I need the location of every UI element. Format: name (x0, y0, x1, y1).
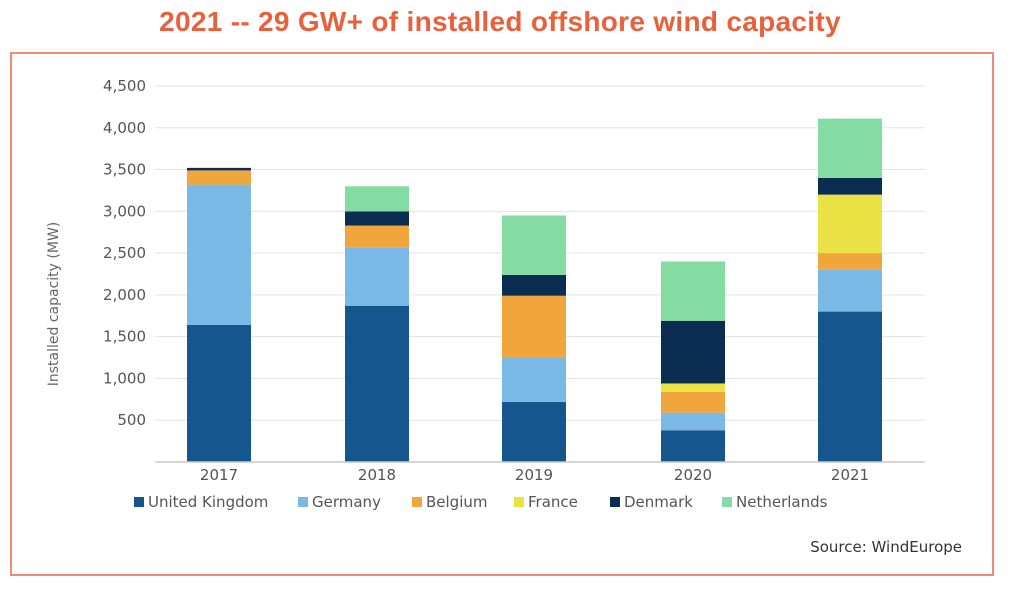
y-tick-label: 1,000 (103, 369, 146, 387)
legend-label: Germany (312, 493, 381, 511)
legend: United Kingdom Germany Belgium France Denmar… (134, 493, 828, 511)
legend-label: France (528, 493, 578, 511)
y-tick-label: 2,500 (103, 244, 146, 262)
bar-segment (818, 311, 882, 462)
legend-swatch (412, 497, 422, 507)
x-tick-label: 2019 (515, 466, 553, 484)
y-axis-label: Installed capacity (MW) (46, 222, 62, 387)
bar-segment (818, 177, 882, 195)
bar-segment (187, 324, 251, 462)
bar-segment (661, 383, 725, 392)
bar-segment (502, 357, 566, 402)
y-tick-label: 3,500 (103, 161, 146, 179)
bar-segment (187, 167, 251, 171)
bar-segment (187, 170, 251, 185)
bar-segment (345, 225, 409, 248)
legend-swatch (134, 497, 144, 507)
bar-segment (661, 430, 725, 462)
bar-segment (502, 274, 566, 296)
bars (187, 118, 882, 462)
x-tick-label: 2018 (358, 466, 396, 484)
legend-label: Belgium (426, 493, 488, 511)
page-title: 2021 -- 29 GW+ of installed offshore win… (159, 6, 841, 37)
y-axis-ticks: 500 1,000 1,500 2,000 2,500 3,000 3,500 4,000 4,… (103, 77, 146, 429)
bar-segment (187, 184, 251, 325)
bar-segment (818, 118, 882, 178)
legend-label: Netherlands (736, 493, 828, 511)
y-tick-label: 2,000 (103, 286, 146, 304)
bar-segment (345, 305, 409, 462)
x-tick-label: 2021 (831, 466, 869, 484)
bar-segment (345, 211, 409, 226)
y-tick-label: 3,000 (103, 202, 146, 220)
source-note: Source: WindEurope (810, 538, 962, 556)
legend-swatch (298, 497, 308, 507)
y-tick-label: 4,500 (103, 77, 146, 95)
bar-segment (345, 186, 409, 212)
bar-segment (818, 269, 882, 312)
bar-segment (661, 391, 725, 413)
bar-segment (661, 412, 725, 431)
x-tick-label: 2017 (200, 466, 238, 484)
bar-segment (661, 261, 725, 321)
legend-label: United Kingdom (148, 493, 268, 511)
legend-swatch (722, 497, 732, 507)
bar-segment (502, 215, 566, 275)
x-axis-ticks: 2017 2018 2019 2020 2021 (200, 466, 869, 484)
bar-segment (818, 194, 882, 254)
x-tick-label: 2020 (674, 466, 712, 484)
legend-label: Denmark (624, 493, 693, 511)
bar-segment (345, 247, 409, 306)
bar-segment (818, 253, 882, 270)
y-tick-label: 1,500 (103, 328, 146, 346)
legend-swatch (610, 497, 620, 507)
legend-swatch (514, 497, 524, 507)
bar-segment (661, 320, 725, 384)
y-tick-label: 4,000 (103, 119, 146, 137)
bar-segment (502, 401, 566, 462)
y-tick-label: 500 (117, 411, 146, 429)
bar-segment (502, 295, 566, 358)
